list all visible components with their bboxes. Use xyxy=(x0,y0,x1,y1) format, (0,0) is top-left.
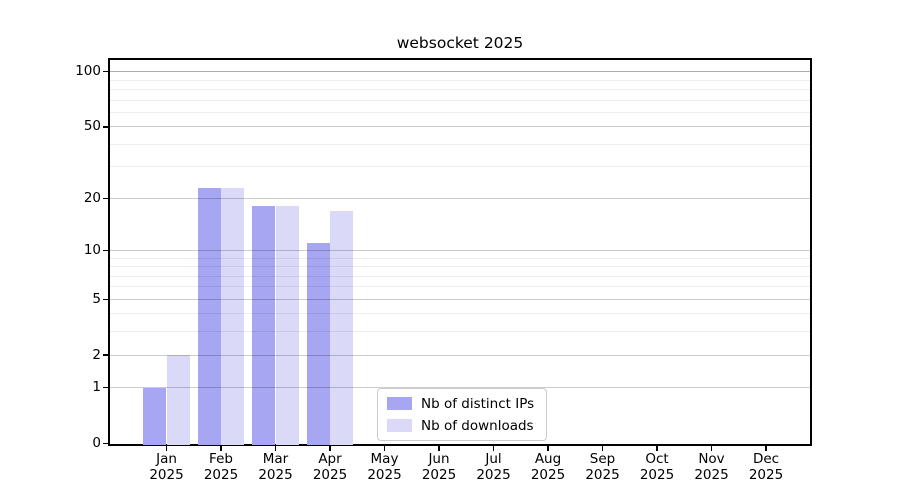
bar-distinct-ips-feb xyxy=(197,187,221,445)
x-tick-mark xyxy=(765,445,767,451)
legend-swatch-distinct-ips xyxy=(387,397,412,410)
x-tick-mark xyxy=(220,445,222,451)
x-tick-label: Feb 2025 xyxy=(203,451,239,483)
x-tick-mark xyxy=(547,445,549,451)
right-axis-spine xyxy=(810,58,812,446)
y-tick-mark xyxy=(102,71,109,73)
y-tick-mark xyxy=(102,387,109,389)
x-tick-mark xyxy=(329,445,331,451)
x-tick-mark xyxy=(710,445,713,451)
y-tick-label: 100 xyxy=(75,63,101,80)
minor-gridline xyxy=(110,331,810,333)
x-tick-label: Jul 2025 xyxy=(476,451,511,483)
x-tick-mark xyxy=(383,445,386,451)
major-gridline xyxy=(110,387,810,389)
minor-gridline xyxy=(110,99,810,101)
x-tick-mark xyxy=(274,445,277,451)
y-tick-mark xyxy=(102,354,109,356)
y-tick-mark xyxy=(102,442,109,445)
y-tick-mark xyxy=(102,298,109,300)
y-tick-label: 0 xyxy=(92,435,101,451)
minor-gridline xyxy=(110,266,810,268)
bar-downloads-mar xyxy=(275,206,299,445)
x-tick-mark xyxy=(438,445,440,451)
minor-gridline xyxy=(110,79,810,81)
x-tick-label: Oct 2025 xyxy=(639,451,675,483)
x-tick-mark xyxy=(165,445,168,451)
bar-distinct-ips-apr xyxy=(306,243,330,445)
x-tick-label: Jun 2025 xyxy=(421,451,457,483)
x-tick-label: May 2025 xyxy=(367,451,402,483)
bar-distinct-ips-jan xyxy=(143,387,167,445)
y-tick-label: 20 xyxy=(83,189,101,206)
major-gridline xyxy=(110,298,810,300)
x-tick-label: Sep 2025 xyxy=(585,451,620,483)
x-tick-mark xyxy=(656,445,658,451)
legend-item-distinct-ips: Nb of distinct IPs xyxy=(387,395,537,412)
y-tick-label: 2 xyxy=(92,346,101,363)
bar-distinct-ips-mar xyxy=(252,206,276,445)
left-axis-spine xyxy=(108,58,110,446)
bottom-axis-spine xyxy=(108,444,812,446)
bar-downloads-apr xyxy=(330,210,354,445)
legend-item-downloads: Nb of downloads xyxy=(387,417,537,434)
major-gridline xyxy=(110,126,810,128)
major-gridline xyxy=(110,249,810,251)
minor-gridline xyxy=(110,257,810,259)
major-gridline xyxy=(110,71,810,73)
minor-gridline xyxy=(110,111,810,113)
y-tick-mark xyxy=(102,249,109,252)
y-tick-label: 5 xyxy=(92,290,101,307)
legend-label-downloads: Nb of downloads xyxy=(421,417,534,434)
major-gridline xyxy=(110,354,810,356)
x-tick-label: Nov 2025 xyxy=(694,451,729,483)
x-tick-label: Aug 2025 xyxy=(530,451,566,483)
top-axis-spine xyxy=(108,58,812,60)
y-tick-mark xyxy=(102,126,109,128)
x-tick-label: Dec 2025 xyxy=(748,451,784,483)
chart-title: websocket 2025 xyxy=(396,34,524,52)
y-tick-label: 1 xyxy=(92,379,101,396)
y-tick-label: 50 xyxy=(83,118,101,135)
x-tick-mark xyxy=(601,445,604,451)
legend-swatch-downloads xyxy=(387,419,412,432)
x-tick-mark xyxy=(492,445,495,451)
minor-gridline xyxy=(110,89,810,91)
legend: Nb of distinct IPs Nb of downloads xyxy=(377,388,547,441)
minor-gridline xyxy=(110,286,810,288)
legend-label-distinct-ips: Nb of distinct IPs xyxy=(421,395,535,412)
y-tick-mark xyxy=(102,197,109,199)
x-tick-label: Mar 2025 xyxy=(258,451,293,483)
minor-gridline xyxy=(110,275,810,277)
minor-gridline xyxy=(110,313,810,315)
bar-downloads-feb xyxy=(221,187,245,445)
x-tick-label: Jan 2025 xyxy=(149,451,184,483)
minor-gridline xyxy=(110,143,810,145)
minor-gridline xyxy=(110,166,810,168)
y-tick-label: 10 xyxy=(83,241,101,258)
x-tick-label: Apr 2025 xyxy=(312,451,348,483)
bar-downloads-jan xyxy=(166,355,190,445)
major-gridline xyxy=(110,197,810,199)
